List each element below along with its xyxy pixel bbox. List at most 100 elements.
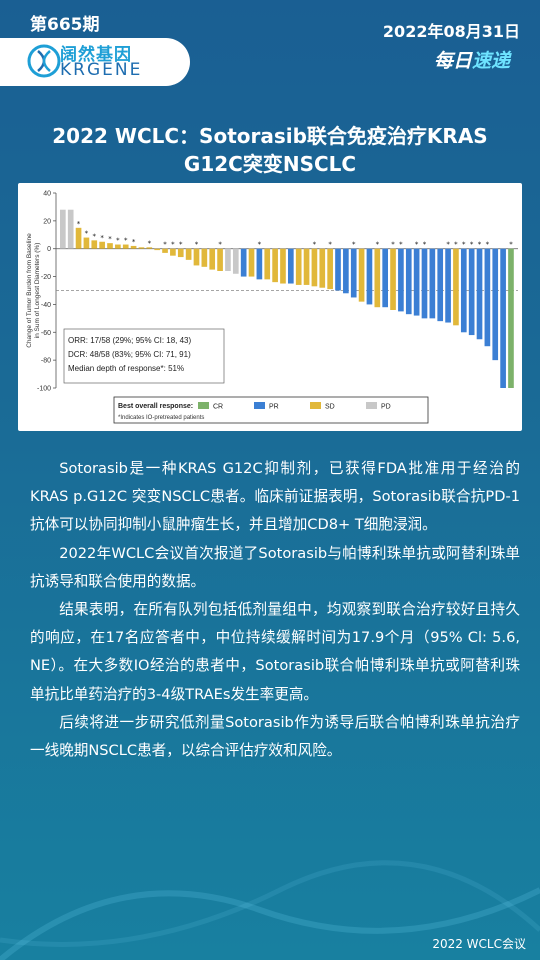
bar bbox=[492, 248, 499, 361]
legend-title: Best overall response: bbox=[118, 403, 193, 410]
bar bbox=[311, 248, 318, 287]
bar bbox=[162, 248, 168, 253]
bar bbox=[508, 248, 514, 388]
io-pretreated-asterisk: * bbox=[376, 241, 380, 249]
bar bbox=[460, 248, 467, 333]
legend-footnote: *Indicates IO-pretreated patients bbox=[118, 415, 204, 421]
bar bbox=[350, 248, 357, 298]
logo-background bbox=[0, 38, 190, 86]
bar bbox=[193, 248, 200, 266]
source-label: 2022 WCLC会议 bbox=[432, 937, 526, 951]
bar bbox=[201, 248, 208, 267]
legend-swatch bbox=[254, 402, 265, 409]
io-pretreated-asterisk: * bbox=[454, 241, 458, 249]
io-pretreated-asterisk: * bbox=[415, 241, 419, 249]
bar bbox=[130, 245, 137, 249]
y-tick-label: 20 bbox=[43, 218, 51, 225]
bar bbox=[374, 248, 381, 308]
bar bbox=[413, 248, 420, 316]
bar bbox=[154, 248, 161, 251]
io-pretreated-asterisk: * bbox=[399, 241, 403, 249]
header-bar: 第665期 阔然基因 KRGENE 2022年08月31日 每日速递 bbox=[0, 0, 540, 90]
bar bbox=[170, 248, 176, 256]
bar bbox=[468, 248, 475, 336]
bar bbox=[99, 241, 105, 249]
article-body: Sotorasib是一种KRAS G12C抑制剂，已获得FDA批准用于经治的KR… bbox=[30, 455, 520, 765]
io-pretreated-asterisk: * bbox=[423, 241, 427, 249]
stats-box bbox=[63, 328, 225, 384]
io-pretreated-asterisk: * bbox=[148, 239, 152, 247]
dna-helix-decoration bbox=[0, 860, 540, 960]
paragraph-3: 结果表明，在所有队列包括低剂量组中，均观察到联合治疗较好且持久的响应，在17名应… bbox=[30, 601, 520, 703]
title-line-1: 2022 WCLC：Sotorasib联合免疫治疗KRAS bbox=[52, 124, 488, 148]
io-pretreated-asterisk: * bbox=[446, 241, 450, 249]
article-title: 2022 WCLC：Sotorasib联合免疫治疗KRAS G12C突变NSCL… bbox=[20, 122, 520, 178]
bar bbox=[453, 248, 459, 326]
waterfall-chart: Change of Tumor Burden from Baseline in S… bbox=[18, 183, 522, 431]
io-pretreated-asterisk: * bbox=[478, 241, 482, 249]
bar bbox=[405, 248, 412, 315]
bar bbox=[280, 248, 286, 284]
chart-svg: Change of Tumor Burden from Baseline in S… bbox=[26, 191, 518, 424]
bar bbox=[390, 248, 396, 310]
io-pretreated-asterisk: * bbox=[328, 241, 332, 249]
bar bbox=[60, 209, 66, 249]
io-pretreated-asterisk: * bbox=[313, 241, 317, 249]
bar bbox=[107, 243, 113, 249]
io-pretreated-asterisk: * bbox=[258, 241, 262, 249]
bar bbox=[366, 248, 373, 305]
bar bbox=[185, 248, 192, 260]
bar bbox=[398, 248, 404, 312]
bar bbox=[358, 248, 365, 302]
bar bbox=[209, 248, 216, 270]
y-tick-label: -40 bbox=[41, 302, 51, 309]
io-pretreated-asterisk: * bbox=[352, 241, 356, 249]
stats-line: ORR: 17/58 (29%; 95% CI: 18, 43) bbox=[68, 336, 192, 345]
y-tick-label: 40 bbox=[43, 191, 51, 198]
bar bbox=[217, 248, 223, 271]
bar bbox=[500, 248, 506, 388]
io-pretreated-asterisk: * bbox=[100, 234, 104, 242]
bar bbox=[484, 248, 491, 347]
logo-chinese: 阔然基因 bbox=[60, 45, 132, 65]
bar bbox=[421, 248, 428, 319]
io-pretreated-asterisk: * bbox=[124, 237, 128, 245]
bar bbox=[343, 248, 349, 294]
y-tick-label: -60 bbox=[41, 330, 51, 337]
io-pretreated-asterisk: * bbox=[163, 241, 167, 249]
bar bbox=[288, 248, 294, 284]
logo-english: KRGENE bbox=[60, 60, 143, 80]
bar bbox=[115, 244, 121, 249]
stats-line: DCR: 48/58 (83%; 95% CI: 71, 91) bbox=[68, 350, 191, 359]
bar bbox=[327, 248, 333, 290]
issue-number: 第665期 bbox=[30, 15, 100, 35]
publish-date: 2022年08月31日 bbox=[382, 22, 520, 41]
bar bbox=[303, 248, 310, 285]
bar bbox=[382, 248, 389, 308]
io-pretreated-asterisk: * bbox=[77, 220, 81, 228]
io-pretreated-asterisk: * bbox=[85, 230, 89, 238]
bar bbox=[437, 248, 444, 322]
bar bbox=[248, 248, 255, 277]
y-tick-label: -100 bbox=[37, 386, 51, 393]
io-pretreated-asterisk: * bbox=[462, 241, 466, 249]
paragraph-2: 2022年WCLC会议首次报道了Sotorasib与帕博利珠单抗或阿替利珠单抗诱… bbox=[30, 544, 520, 590]
title-line-2: G12C突变NSCLC bbox=[183, 152, 357, 176]
legend-swatch bbox=[366, 402, 377, 409]
y-tick-label: 0 bbox=[47, 246, 51, 253]
io-pretreated-asterisk: * bbox=[218, 241, 222, 249]
io-pretreated-asterisk: * bbox=[93, 232, 97, 240]
legend-label: CR bbox=[213, 404, 223, 411]
bar bbox=[240, 248, 247, 277]
legend-label: SD bbox=[325, 404, 335, 411]
bar bbox=[177, 248, 184, 258]
daily-fast: 速递 bbox=[471, 50, 510, 72]
bar bbox=[67, 209, 74, 249]
bar bbox=[335, 248, 341, 291]
bar bbox=[75, 227, 82, 249]
bar bbox=[225, 248, 231, 271]
dna-logo-icon bbox=[27, 44, 61, 78]
bar bbox=[445, 248, 451, 323]
bar bbox=[476, 248, 483, 340]
bar bbox=[122, 244, 129, 249]
